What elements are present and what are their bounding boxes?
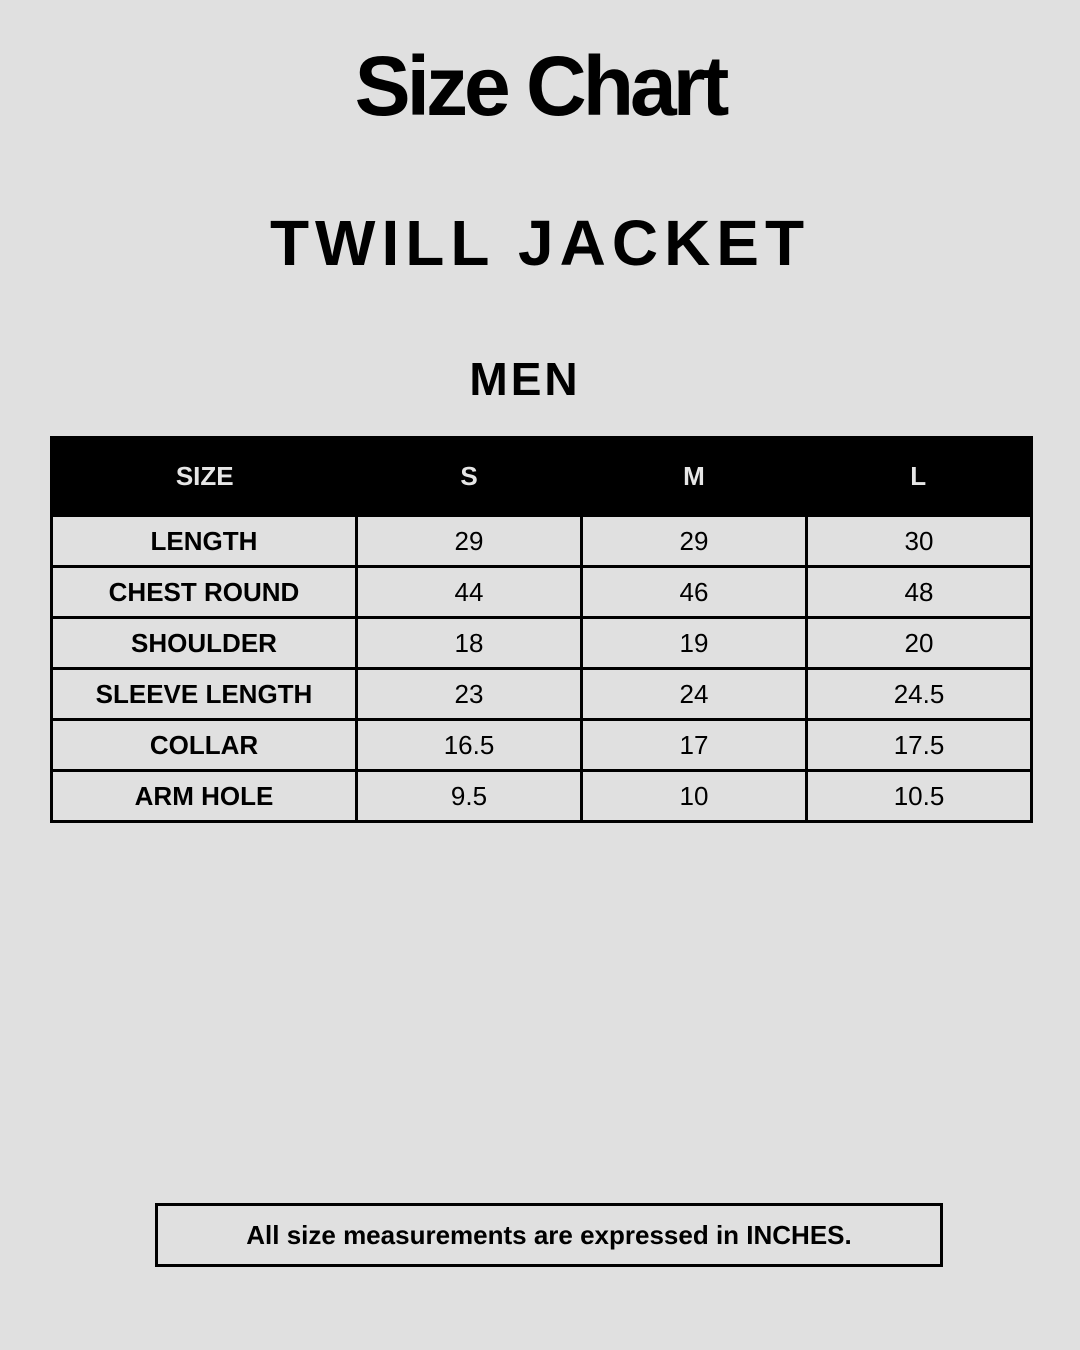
measurement-cell: 46	[580, 565, 808, 619]
measurement-cell: 18	[355, 616, 583, 670]
table-header-row: SIZE S M L	[51, 437, 1032, 516]
table-row: CHEST ROUND 44 46 48	[50, 565, 1033, 619]
header-l: L	[806, 437, 1032, 516]
measurement-cell: 29	[580, 514, 808, 568]
table-row: LENGTH 29 29 30	[50, 514, 1033, 568]
measurement-cell: 23	[355, 667, 583, 721]
product-name: TWILL JACKET	[269, 207, 811, 279]
row-label: ARM HOLE	[50, 769, 358, 823]
measurement-cell: 30	[805, 514, 1033, 568]
page-title: Size Chart	[354, 39, 730, 133]
row-label: SLEEVE LENGTH	[50, 667, 358, 721]
measurement-cell: 16.5	[355, 718, 583, 772]
table-row: SLEEVE LENGTH 23 24 24.5	[50, 667, 1033, 721]
measurement-cell: 29	[355, 514, 583, 568]
measurement-cell: 9.5	[355, 769, 583, 823]
measurement-cell: 24	[580, 667, 808, 721]
row-label: CHEST ROUND	[50, 565, 358, 619]
measurement-cell: 10	[580, 769, 808, 823]
measurement-cell: 17.5	[805, 718, 1033, 772]
units-note: All size measurements are expressed in I…	[155, 1203, 943, 1267]
measurement-cell: 20	[805, 616, 1033, 670]
table-row: COLLAR 16.5 17 17.5	[50, 718, 1033, 772]
row-label: SHOULDER	[50, 616, 358, 670]
row-label: LENGTH	[50, 514, 358, 568]
measurement-cell: 17	[580, 718, 808, 772]
header-s: S	[356, 437, 582, 516]
measurement-cell: 44	[355, 565, 583, 619]
table-row: ARM HOLE 9.5 10 10.5	[50, 769, 1033, 823]
measurement-cell: 19	[580, 616, 808, 670]
measurement-cell: 10.5	[805, 769, 1033, 823]
measurement-cell: 48	[805, 565, 1033, 619]
header-size: SIZE	[51, 437, 357, 516]
section-heading: MEN	[469, 353, 581, 405]
row-label: COLLAR	[50, 718, 358, 772]
header-m: M	[581, 437, 807, 516]
size-table: SIZE S M L LENGTH 29 29 30 CHEST ROUND 44 46 48…	[50, 436, 1033, 823]
measurement-cell: 24.5	[805, 667, 1033, 721]
table-row: SHOULDER 18 19 20	[50, 616, 1033, 670]
